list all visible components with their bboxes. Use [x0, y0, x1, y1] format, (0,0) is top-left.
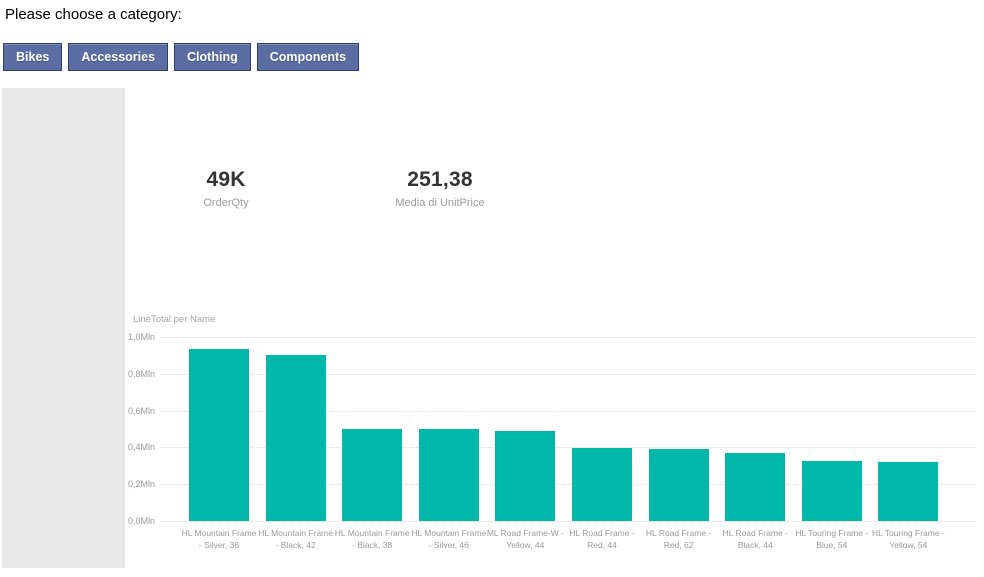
category-button-components[interactable]: Components	[256, 43, 360, 71]
bar-hl-mountain-frame-black-38[interactable]	[342, 428, 403, 521]
x-axis-category-label: ML Road Frame-W - Yellow, 44	[486, 528, 564, 550]
y-axis-tick-label: 0,8Mln	[128, 368, 156, 379]
kpi-card-orderqty: 49K OrderQty	[160, 168, 292, 209]
y-axis-tick-label: 0,6Mln	[128, 405, 156, 416]
x-axis-category-label: HL Road Frame - Red, 44	[569, 528, 635, 550]
category-button-bikes[interactable]: Bikes	[3, 43, 63, 71]
chart-title: LineTotal per Name	[133, 314, 216, 325]
gridline	[160, 447, 975, 449]
kpi-label-orderqty: OrderQty	[203, 197, 249, 209]
x-axis-category-label: HL Road Frame - Red, 62	[645, 528, 712, 550]
left-filter-panel	[2, 88, 125, 568]
x-axis-category-label: HL Mountain Frame - Black, 42	[258, 528, 333, 550]
x-axis-category-label: HL Touring Frame - Blue, 54	[795, 528, 869, 550]
bar-hl-touring-frame-yellow-54[interactable]	[878, 461, 939, 521]
category-button-clothing[interactable]: Clothing	[174, 43, 251, 71]
x-axis-category-label: HL Road Frame - Black, 44	[722, 528, 788, 550]
kpi-card-unitprice: 251,38 Media di UnitPrice	[355, 168, 525, 209]
category-button-row: Bikes Accessories Clothing Components	[3, 43, 360, 71]
x-axis-labels: HL Mountain Frame - Silver, 38 HL Mountain…	[160, 528, 975, 558]
bar-hl-road-frame-black-44[interactable]	[725, 452, 786, 521]
category-button-accessories[interactable]: Accessories	[68, 43, 169, 71]
x-axis-category-label: HL Mountain Frame - Black, 38	[334, 528, 410, 550]
y-axis-tick-label: 1,0Mln	[128, 332, 156, 342]
y-axis-tick-label: 0,0Mln	[128, 516, 156, 526]
gridline	[160, 521, 975, 522]
gridline	[160, 337, 975, 338]
kpi-label-unitprice: Media di UnitPrice	[395, 197, 485, 209]
gridline	[160, 373, 975, 375]
kpi-value-unitprice: 251,38	[407, 168, 473, 191]
kpi-value-orderqty: 49K	[206, 168, 246, 191]
x-axis-category-label: HL Mountain Frame - Silver, 38	[181, 528, 257, 550]
gridline	[160, 410, 975, 412]
x-axis-category-label: HL Touring Frame - Yellow, 54	[872, 528, 945, 550]
bar-hl-road-frame-red-44[interactable]	[572, 447, 632, 521]
page-title: Please choose a category:	[5, 6, 182, 23]
bar-hl-mountain-frame-silver-38[interactable]	[189, 349, 249, 521]
x-axis-category-label: HL Mountain Frame - Silver, 46	[411, 528, 487, 550]
bar-chart-plot-area	[160, 337, 975, 522]
bar-hl-touring-frame-blue-54[interactable]	[801, 461, 862, 521]
bar-hl-mountain-frame-silver-46[interactable]	[418, 429, 479, 521]
bar-hl-road-frame-red-62[interactable]	[648, 448, 709, 521]
y-axis-tick-label: 0,4Mln	[128, 442, 156, 453]
y-axis-tick-label: 0,2Mln	[128, 479, 156, 490]
bar-ml-road-frame-w-yellow-44[interactable]	[495, 431, 556, 521]
gridline	[160, 484, 975, 486]
bar-hl-mountain-frame-black-42[interactable]	[265, 355, 326, 521]
